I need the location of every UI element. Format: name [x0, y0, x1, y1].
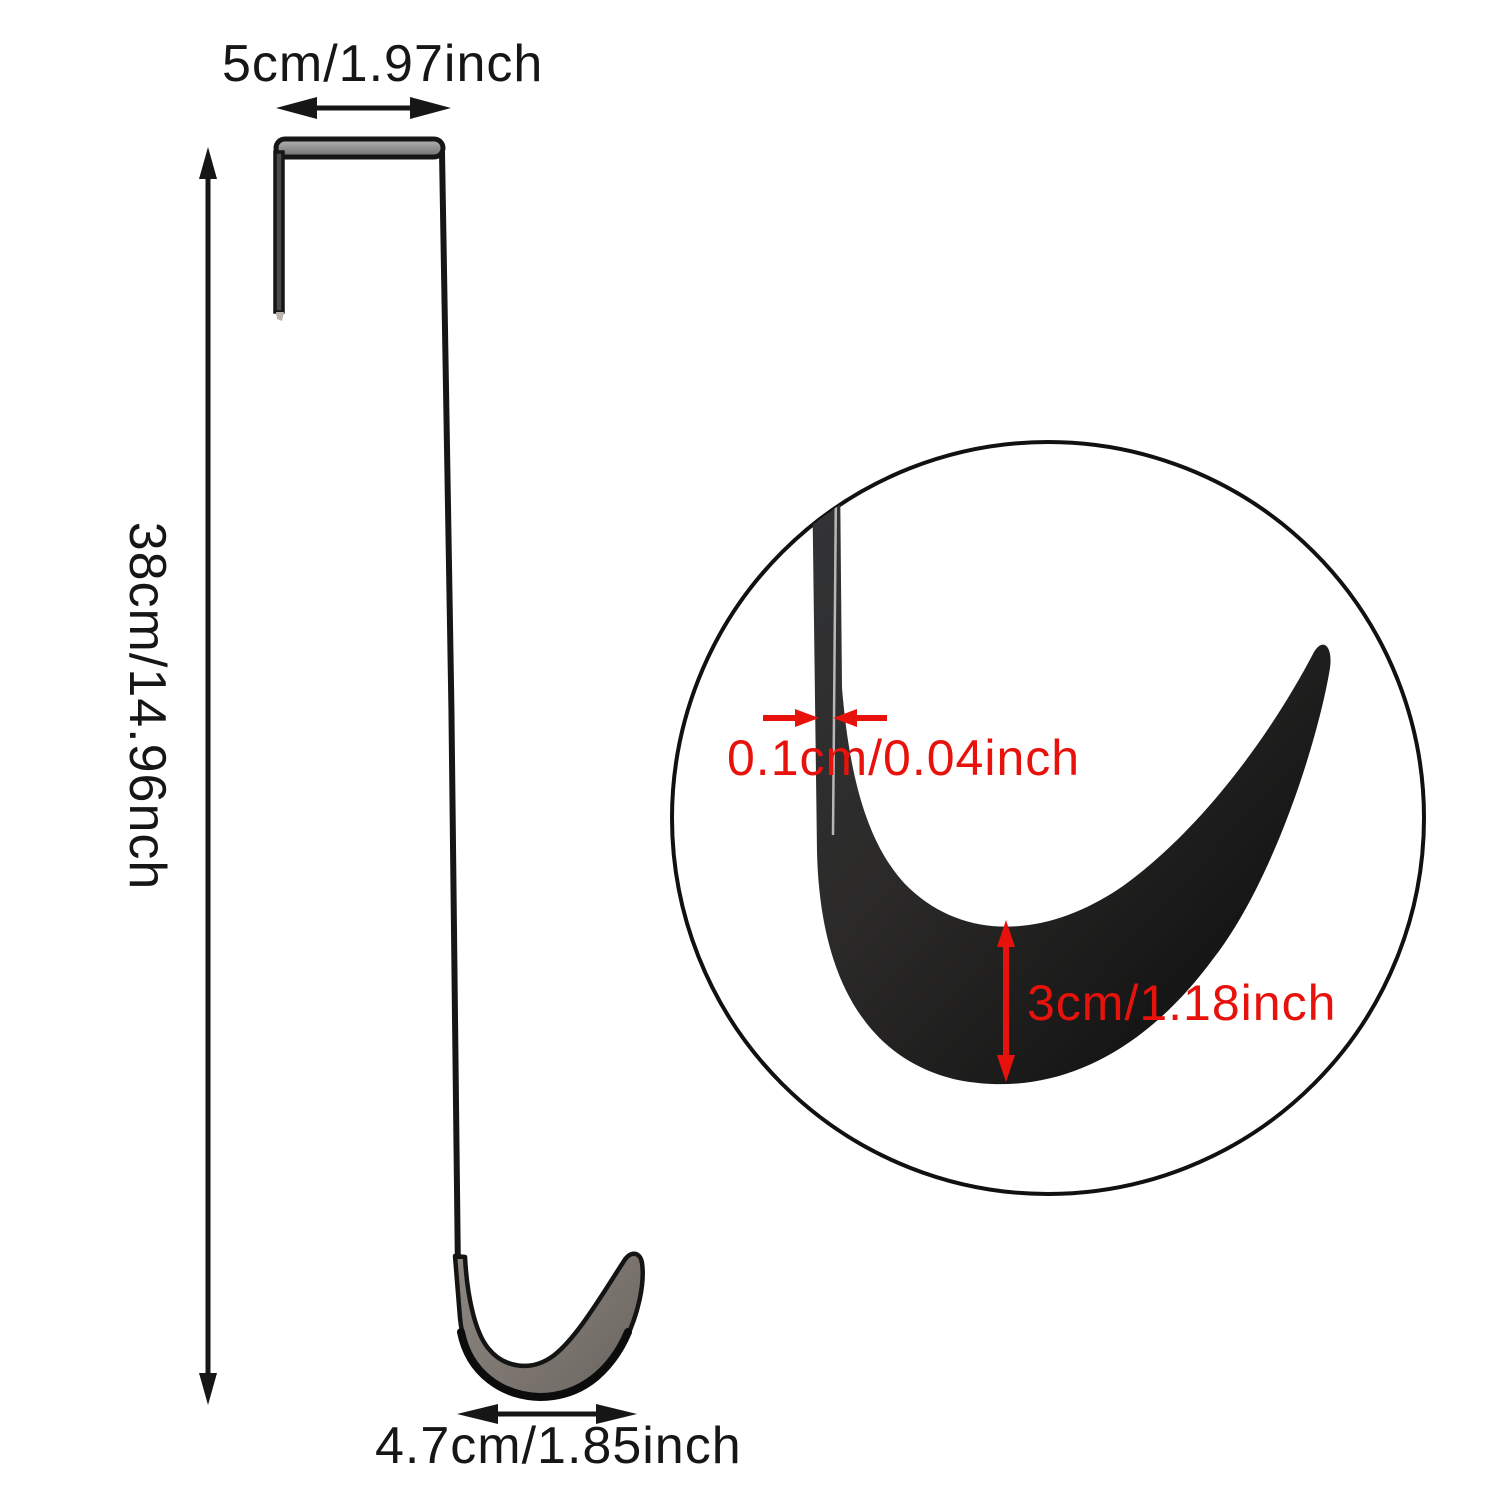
hook-back-leg-tip [276, 312, 284, 321]
arrowhead-up-icon [997, 920, 1015, 947]
arrowhead-up-icon [199, 147, 217, 179]
arrowhead-down-icon [997, 1055, 1015, 1082]
top-width-label: 5cm/1.97inch [222, 35, 544, 93]
hook-bottom-curve-shadow-edge [457, 1328, 632, 1402]
arrowhead-down-icon [199, 1373, 217, 1405]
bottom-width-label: 4.7cm/1.85inch [375, 1417, 742, 1475]
thickness-label: 0.1cm/0.04inch [727, 730, 1081, 786]
height-arrow [199, 147, 217, 1405]
arrowhead-left-icon [457, 1404, 498, 1424]
hook-long-leg [439, 151, 461, 1276]
top-width-arrow [276, 97, 451, 119]
hook-depth-label: 3cm/1.18inch [1027, 975, 1337, 1031]
arrowhead-left-icon [276, 97, 317, 119]
height-label: 38cm/14.96nch [118, 521, 176, 891]
dimension-arrows [199, 97, 637, 1424]
hook-back-leg [273, 150, 285, 314]
detail-hook-swoosh [812, 470, 1331, 1085]
arrowhead-left-icon [833, 709, 857, 727]
thickness-arrows [763, 709, 887, 727]
detail-strip-highlight [831, 484, 838, 836]
depth-arrow [997, 920, 1015, 1082]
hook-top-bracket [273, 136, 446, 160]
arrowhead-right-icon [410, 97, 451, 119]
arrowhead-right-icon [596, 1404, 637, 1424]
detail-circle-view [670, 440, 1426, 1196]
detail-circle-outline [670, 440, 1426, 1196]
bottom-width-arrow [457, 1404, 637, 1424]
arrowhead-right-icon [795, 709, 819, 727]
door-hook-side-view [273, 136, 645, 1402]
